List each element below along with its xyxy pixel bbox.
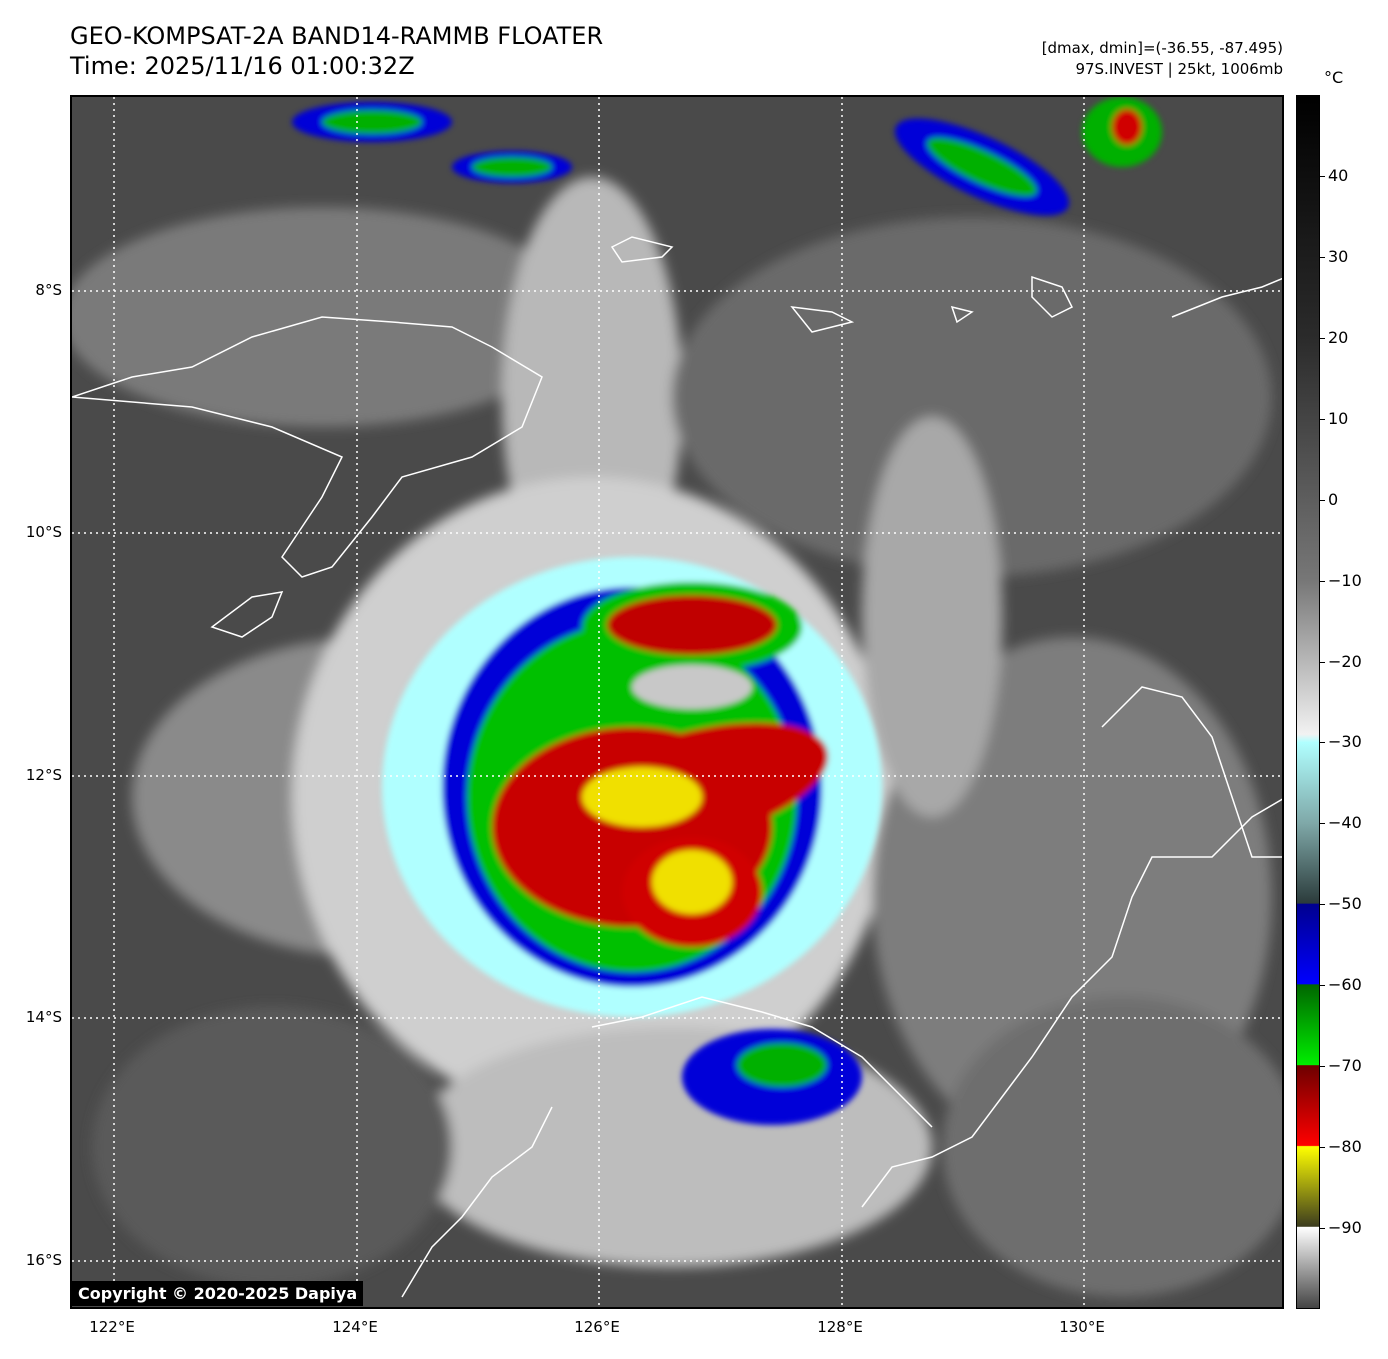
colorbar-tick-mark <box>1320 1066 1325 1068</box>
colorbar-tick-mark <box>1320 175 1325 177</box>
satellite-imagery <box>72 97 1282 1307</box>
lat-label-8s: 8°S <box>35 281 62 299</box>
lat-label-10s: 10°S <box>25 523 62 541</box>
temperature-colorbar <box>1296 95 1320 1309</box>
colorbar-tick-mark <box>1320 904 1325 906</box>
graticule <box>72 97 1282 1307</box>
colorbar-tick-mark <box>1320 823 1325 825</box>
colorbar-tick-label: −50 <box>1328 894 1362 914</box>
colorbar-tick-label: −10 <box>1328 570 1362 590</box>
lon-label-128e: 128°E <box>817 1318 863 1336</box>
colorbar-tick-label: −60 <box>1328 975 1362 995</box>
lat-label-12s: 12°S <box>25 766 62 784</box>
satellite-map <box>70 95 1284 1309</box>
colorbar-tick-label: 20 <box>1328 327 1349 347</box>
colorbar-tick-label: −20 <box>1328 651 1362 671</box>
colorbar-tick-mark <box>1320 499 1325 501</box>
colorbar-tick-mark <box>1320 661 1325 663</box>
lon-label-122e: 122°E <box>89 1318 135 1336</box>
copyright-notice: Copyright © 2020-2025 Dapiya <box>72 1281 364 1306</box>
colorbar-tick-mark <box>1320 337 1325 339</box>
colorbar-tick-label: 40 <box>1328 165 1349 185</box>
colorbar-tick-label: 0 <box>1328 489 1339 509</box>
colorbar-tick-label: −80 <box>1328 1137 1362 1157</box>
title-line-1: GEO-KOMPSAT-2A BAND14-RAMMB FLOATER <box>70 22 604 50</box>
colorbar-unit: °C <box>1324 68 1344 87</box>
lon-label-124e: 124°E <box>332 1318 378 1336</box>
lon-label-130e: 130°E <box>1059 1318 1105 1336</box>
lon-label-126e: 126°E <box>574 1318 620 1336</box>
info-line-2: 97S.INVEST | 25kt, 1006mb <box>1075 60 1283 78</box>
colorbar-tick-label: −40 <box>1328 813 1362 833</box>
colorbar-tick-label: 30 <box>1328 246 1349 266</box>
colorbar-tick-label: −30 <box>1328 732 1362 752</box>
colorbar-tick-mark <box>1320 256 1325 258</box>
colorbar-tick-label: 10 <box>1328 408 1349 428</box>
colorbar-tick-label: −90 <box>1328 1218 1362 1238</box>
colorbar-tick-mark <box>1320 418 1325 420</box>
storm-cloud-tops <box>292 97 1162 1125</box>
lat-label-14s: 14°S <box>25 1008 62 1026</box>
title-line-2: Time: 2025/11/16 01:00:32Z <box>70 52 415 80</box>
coastlines <box>72 236 1282 1298</box>
colorbar-tick-mark <box>1320 580 1325 582</box>
colorbar-tick-mark <box>1320 742 1325 744</box>
lat-label-16s: 16°S <box>25 1251 62 1269</box>
colorbar-tick-label: −70 <box>1328 1056 1362 1076</box>
colorbar-tick-mark <box>1320 1147 1325 1149</box>
colorbar-tick-mark <box>1320 985 1325 987</box>
colorbar-tick-mark <box>1320 1228 1325 1230</box>
info-line-1: [dmax, dmin]=(-36.55, -87.495) <box>1041 39 1283 57</box>
